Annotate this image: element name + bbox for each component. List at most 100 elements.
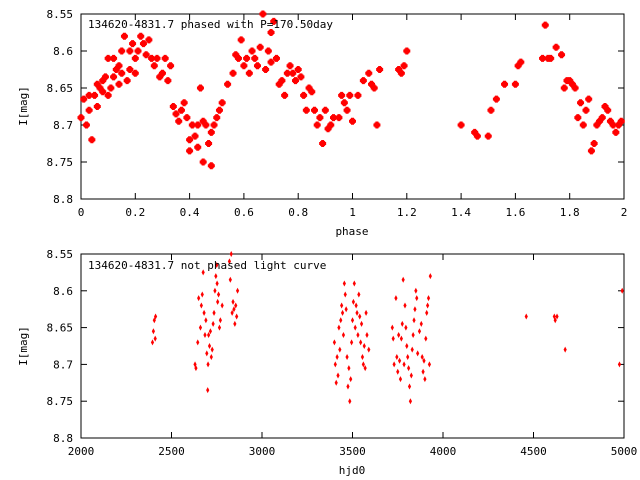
- phased-plot-data-point: [270, 17, 278, 25]
- unphased-plot-data-point: [208, 328, 213, 335]
- unphased-plot-data-point: [402, 361, 406, 368]
- unphased-plot-data-point: [353, 324, 357, 331]
- unphased-plot-data-point: [409, 372, 413, 379]
- phased-plot-data-point: [335, 114, 343, 122]
- phased-plot-data-point: [517, 58, 525, 66]
- unphased-plot-x-tick-label: 3000: [249, 445, 276, 458]
- unphased-plot-data-point: [351, 298, 356, 305]
- unphased-plot-data-point: [227, 258, 232, 265]
- phased-plot-data-point: [577, 99, 585, 107]
- unphased-plot-data-point: [417, 328, 422, 335]
- phased-plot-data-point: [101, 73, 109, 81]
- phased-plot-data-point: [107, 84, 115, 92]
- unphased-plot-data-point: [337, 324, 341, 331]
- unphased-plot-data-point: [345, 354, 349, 361]
- phased-plot-data-point: [237, 36, 245, 44]
- unphased-plot-x-tick-label: 3500: [339, 445, 366, 458]
- unphased-plot-y-axis-label: I[mag]: [17, 326, 30, 366]
- unphased-plot-data-point: [422, 357, 426, 364]
- unphased-plot-data-point: [400, 320, 404, 327]
- unphased-plot-data-point: [358, 313, 362, 320]
- phased-plot-data-point: [88, 136, 96, 144]
- phased-plot-y-axis-label: I[mag]: [17, 86, 30, 126]
- phased-plot-points: [77, 10, 625, 170]
- unphased-plot-data-point: [406, 354, 410, 361]
- phased-plot-data-point: [120, 32, 128, 40]
- phased-plot-data-point: [541, 21, 549, 29]
- unphased-plot-data-point: [210, 346, 214, 353]
- phased-plot-x-tick-label: 1.8: [560, 206, 580, 219]
- phased-plot-data-point: [134, 47, 142, 55]
- phased-plot-data-point: [590, 140, 598, 147]
- unphased-plot-data-point: [392, 361, 396, 368]
- phased-plot-data-point: [82, 121, 90, 129]
- phased-plot-data-point: [131, 54, 139, 62]
- phased-plot-data-point: [286, 62, 294, 70]
- unphased-plot-data-point: [343, 291, 347, 298]
- unphased-plot-data-point: [336, 372, 340, 379]
- phased-plot-data-point: [188, 121, 196, 129]
- unphased-plot-y-tick-label: 8.8: [53, 432, 73, 445]
- unphased-plot-data-point: [201, 269, 205, 276]
- phased-plot-data-point: [85, 91, 93, 99]
- phased-plot-data-point: [539, 54, 547, 62]
- unphased-plot-data-point: [391, 335, 395, 342]
- phased-plot-data-point: [85, 106, 93, 114]
- phased-plot-data-point: [207, 162, 215, 170]
- unphased-plot-data-point: [234, 302, 238, 309]
- unphased-plot-data-point: [150, 339, 155, 346]
- phased-plot-data-point: [376, 66, 384, 73]
- unphased-plot-data-point: [206, 387, 210, 394]
- unphased-plot-data-point: [196, 339, 200, 346]
- unphased-plot-data-point: [407, 365, 411, 372]
- phased-plot-data-point: [484, 132, 492, 140]
- phased-plot-data-point: [365, 69, 373, 77]
- phased-plot-data-point: [148, 54, 156, 62]
- phased-plot-data-point: [281, 91, 289, 99]
- phased-plot-data-point: [492, 95, 500, 103]
- unphased-plot-data-point: [359, 339, 363, 346]
- unphased-plot-data-point: [355, 309, 359, 316]
- unphased-plot-y-tick-label: 8.6: [53, 285, 73, 298]
- unphased-plot-data-point: [349, 376, 353, 383]
- phased-plot-data-point: [110, 54, 118, 62]
- phased-plot-data-point: [167, 62, 175, 70]
- unphased-plot-data-point: [335, 354, 339, 361]
- phased-plot-data-point: [262, 66, 270, 73]
- unphased-plot-data-point: [347, 365, 351, 372]
- phased-plot-data-point: [579, 121, 587, 129]
- phased-plot-data-point: [207, 128, 215, 136]
- unphased-plot-data-point: [202, 309, 206, 316]
- unphased-plot-data-point: [218, 317, 222, 324]
- unphased-plot-data-point: [367, 346, 371, 353]
- unphased-plot-data-point: [341, 331, 346, 338]
- phased-plot-data-point: [118, 47, 126, 55]
- phased-plot-data-point: [123, 77, 131, 85]
- unphased-plot-x-tick-label: 4500: [520, 445, 547, 458]
- phased-plot-data-point: [129, 40, 137, 48]
- phased-plot-y-tick-label: 8.75: [47, 156, 74, 169]
- phased-plot-data-point: [205, 140, 213, 147]
- phased-plot-data-point: [251, 54, 259, 62]
- phased-plot-x-tick-label: 1.6: [505, 206, 525, 219]
- unphased-plot-data-point: [414, 287, 418, 294]
- unphased-plot-data-point: [211, 320, 215, 327]
- phased-plot-data-point: [329, 114, 337, 122]
- unphased-plot-y-tick-label: 8.75: [47, 395, 74, 408]
- unphased-plot-panel: 2000 2500 3000 3500 4000 4500 5000 8.55 8.6 8.65 8…: [17, 248, 637, 477]
- unphased-plot-data-point: [421, 368, 425, 375]
- phased-plot-data-point: [558, 51, 566, 59]
- unphased-plot-data-point: [363, 365, 367, 372]
- unphased-plot-title: 134620-4831.7 not phased light curve: [88, 259, 326, 272]
- phased-plot-data-point: [359, 77, 367, 85]
- phased-plot-panel: 0 0.2 0.4 0.6 0.8 1 1.2 1.4 1.6 1.8 2 8.55 8.6 8.65 8.…: [17, 8, 627, 238]
- unphased-plot-data-point: [197, 295, 201, 302]
- unphased-plot-data-point: [405, 343, 409, 349]
- unphased-plot-data-point: [216, 291, 221, 298]
- unphased-plot-x-tick-label: 2000: [68, 445, 95, 458]
- phased-plot-ticks: 0 0.2 0.4 0.6 0.8 1 1.2 1.4 1.6 1.8 2 8.55 8.6 8.65 8.…: [47, 8, 628, 219]
- phased-plot-data-point: [186, 136, 194, 144]
- phased-plot-data-point: [278, 77, 286, 85]
- unphased-plot-data-point: [404, 324, 408, 331]
